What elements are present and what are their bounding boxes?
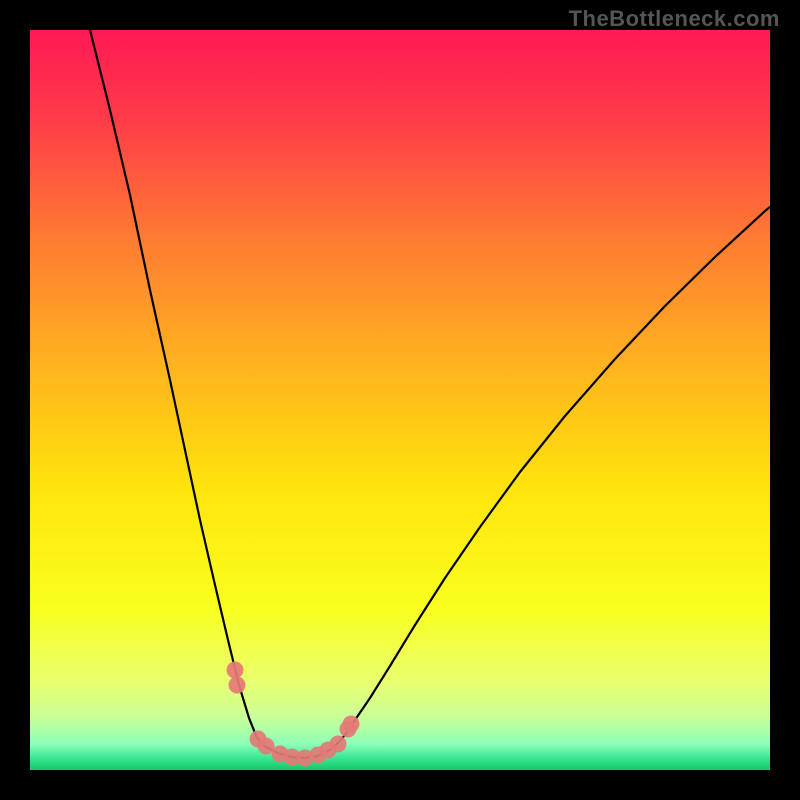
curve-marker bbox=[229, 677, 246, 694]
curve-markers bbox=[227, 662, 360, 767]
curve-marker bbox=[227, 662, 244, 679]
curve-layer bbox=[30, 30, 770, 770]
curve-marker bbox=[343, 716, 360, 733]
curve-marker bbox=[330, 736, 347, 753]
image-frame: TheBottleneck.com bbox=[0, 0, 800, 800]
watermark-text: TheBottleneck.com bbox=[569, 6, 780, 32]
plot-area bbox=[30, 30, 770, 770]
bottleneck-curve bbox=[90, 30, 770, 758]
